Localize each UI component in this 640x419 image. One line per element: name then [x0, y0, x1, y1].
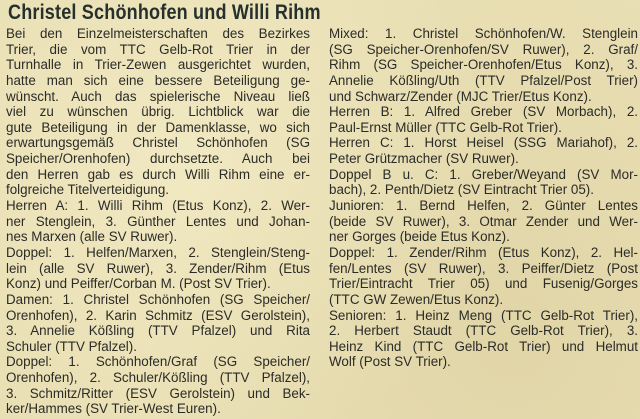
text-line: Trier/Eintracht Trier 05) und Fusenig/Go…	[329, 276, 638, 292]
text-line: Doppel: 1. Schönhofen/Graf (SG Speicher/	[6, 354, 310, 370]
text-line: nes Marxen (alle SV Ruwer).	[6, 229, 178, 245]
text-line: ker/Hammes (SV Trier-West Euren).	[6, 401, 221, 417]
text-line: 2. Herbert Staudt (TTC Gelb-Rot Trier), …	[329, 323, 638, 339]
text-line: Herren C: 1. Horst Heisel (SSG Mariahof)…	[329, 135, 638, 151]
text-line: (SG Speicher-Orenhofen/SV Ruwer), 2. Gra…	[329, 41, 638, 57]
text-line: Paul-Ernst Müller (TTC Gelb-Rot Trier).	[329, 119, 562, 135]
article-headline: Christel Schönhofen und Willi Rihm	[8, 1, 321, 24]
text-line: Wolf (Post SV Trier).	[329, 354, 451, 370]
text-line: viel zu wünschen übrig. Lichtblick war d…	[6, 104, 310, 120]
text-line: Herren A: 1. Willi Rihm (Etus Konz), 2. …	[6, 198, 310, 214]
article-column-right: Mixed: 1. Christel Schönhofen/W. Stengle…	[329, 26, 638, 370]
text-line: Annelie Kößling/Uth (TTV Pfalzel/Post Tr…	[329, 72, 638, 88]
text-line: Trier, die vom TTC Gelb-Rot Trier in der	[6, 41, 310, 57]
text-line: Mixed: 1. Christel Schönhofen/W. Stengle…	[329, 26, 638, 41]
text-line: Doppel: 1. Zender/Rihm (Etus Konz), 2. H…	[329, 244, 638, 260]
text-line: ner Gorges (beide Etus Konz).	[329, 229, 510, 245]
text-line: den Herren gab es durch Willi Rihm eine …	[6, 166, 310, 182]
text-line: 3. Schmitz/Ritter (ESV Gerolstein) und B…	[6, 385, 310, 401]
text-line: Turnhalle in Trier-Zewen ausgerichtet wu…	[6, 57, 310, 73]
text-line: hatte man sich eine bessere Beteiligung …	[6, 72, 310, 88]
text-line: erwartungsgemäß Christel Schönhofen (SG	[6, 135, 310, 151]
text-line: fen/Lentes (SV Ruwer), 3. Peiffer/Dietz …	[329, 260, 638, 276]
text-line: ner Stenglein, 3. Günther Lentes und Joh…	[6, 213, 310, 229]
text-line: Damen: 1. Christel Schönhofen (SG Speich…	[6, 291, 310, 307]
text-line: Bei den Einzelmeisterschaften des Bezirk…	[6, 26, 310, 41]
text-line: Orenhofen), 2. Schuler/Kößling (TTV Pfal…	[6, 370, 310, 386]
text-line: 3. Annelie Kößling (TTV Pfalzel) und Rit…	[6, 323, 310, 339]
text-line: Peter Grützmacher (SV Ruwer).	[329, 151, 519, 167]
text-line: Konz) und Peiffer/Corban M. (Post SV Tri…	[6, 276, 271, 292]
text-line: Rihm (SG Speicher-Orenhofen/Etus Konz), …	[329, 57, 638, 73]
text-line: Senioren: 1. Heinz Meng (TTC Gelb-Rot Tr…	[329, 307, 638, 323]
text-line: lein (alle SV Ruwer), 3. Zender/Rihm (Et…	[6, 260, 310, 276]
text-line: und Schwarz/Zender (MJC Trier/Etus Konz)…	[329, 88, 592, 104]
text-line: folgreiche Titelverteidigung.	[6, 182, 170, 198]
text-line: Herren B: 1. Alfred Greber (SV Morbach),…	[329, 104, 638, 120]
text-line: Schuler (TTV Pfalzel).	[6, 338, 137, 354]
text-line: Heinz Kind (TTC Gelb-Rot Trier) und Helm…	[329, 338, 638, 354]
article-column-left: Bei den Einzelmeisterschaften des Bezirk…	[6, 26, 310, 417]
text-line: Orenhofen), 2. Karin Schmitz (ESV Gerols…	[6, 307, 310, 323]
text-line: Junioren: 1. Bernd Helfen, 2. Günter Len…	[329, 198, 638, 214]
text-line: Doppel B u. C: 1. Greber/Weyand (SV Mor-	[329, 166, 638, 182]
text-line: gute Beteiligung in der Damenklasse, wo …	[6, 119, 310, 135]
text-line: wünscht. Auch das spielerische Niveau li…	[6, 88, 310, 104]
text-line: Speicher/Orenhofen) durchsetzte. Auch be…	[6, 151, 310, 167]
text-line: bach), 2. Penth/Dietz (SV Eintracht Trie…	[329, 182, 594, 198]
text-line: Doppel: 1. Helfen/Marxen, 2. Stenglein/S…	[6, 244, 310, 260]
text-line: (TTC GW Zewen/Etus Konz).	[329, 291, 504, 307]
text-line: (beide SV Ruwer), 3. Otmar Zender und We…	[329, 213, 638, 229]
